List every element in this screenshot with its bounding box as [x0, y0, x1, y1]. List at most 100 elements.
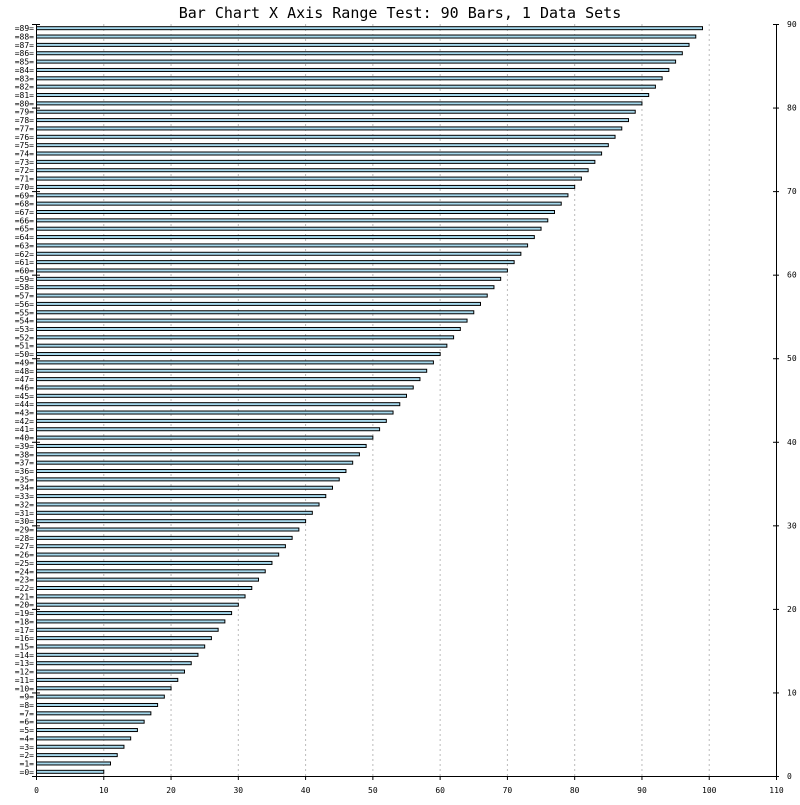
- x-tick-label: 40: [301, 786, 311, 795]
- category-label: =14=: [15, 651, 34, 660]
- category-label: =72=: [15, 166, 34, 175]
- category-label: =17=: [15, 626, 34, 635]
- bar: [36, 744, 125, 749]
- category-label: =44=: [15, 400, 34, 409]
- bar: [36, 602, 239, 607]
- category-label: =67=: [15, 208, 34, 217]
- bar: [36, 627, 219, 632]
- bar: [36, 669, 185, 674]
- category-label: =15=: [15, 642, 34, 651]
- category-label: =37=: [15, 459, 34, 468]
- category-label: =39=: [15, 442, 34, 451]
- bar: [36, 210, 555, 214]
- category-label: =36=: [15, 467, 34, 476]
- category-label: =10=: [15, 684, 34, 693]
- right-tick-label: 60: [787, 271, 797, 280]
- category-label: =27=: [15, 542, 34, 551]
- category-label: =61=: [15, 258, 34, 267]
- category-label: =4=: [20, 734, 35, 743]
- category-label: =69=: [15, 191, 34, 200]
- x-tick-label: 0: [34, 786, 39, 795]
- bar: [36, 126, 623, 131]
- bar: [36, 168, 589, 173]
- bar: [36, 485, 333, 490]
- bar: [36, 552, 280, 557]
- bar: [36, 226, 542, 231]
- bar: [36, 134, 616, 139]
- bar: [36, 235, 535, 240]
- category-label: =49=: [15, 358, 34, 367]
- bar: [36, 76, 663, 81]
- bar: [36, 469, 347, 474]
- bar: [36, 101, 643, 106]
- category-label: =19=: [15, 609, 34, 618]
- category-label: =86=: [15, 49, 34, 58]
- bar: [36, 301, 481, 306]
- bar: [36, 619, 226, 624]
- x-tick-label: 110: [769, 786, 784, 795]
- bar: [36, 268, 508, 273]
- bar: [36, 67, 670, 72]
- right-tick-label: 20: [787, 605, 797, 614]
- bar: [36, 661, 192, 666]
- category-label: =55=: [15, 308, 34, 317]
- right-tick-label: 50: [787, 354, 797, 363]
- category-label: =87=: [15, 41, 34, 50]
- bar: [36, 636, 212, 641]
- bar: [36, 644, 206, 649]
- category-label: =45=: [15, 392, 34, 401]
- category-label: =6=: [20, 718, 35, 727]
- bar: [36, 352, 441, 357]
- category-label: =42=: [15, 417, 34, 426]
- x-tick-label: 20: [166, 786, 176, 795]
- bar: [36, 427, 381, 432]
- category-label: =38=: [15, 450, 34, 459]
- right-tick-label: 30: [787, 521, 797, 530]
- category-label: =21=: [15, 592, 34, 601]
- category-label: =11=: [15, 676, 34, 685]
- bar: [36, 360, 434, 365]
- bar: [36, 151, 603, 156]
- category-label: =12=: [15, 668, 34, 677]
- category-label: =34=: [15, 484, 34, 493]
- bar: [36, 560, 273, 565]
- x-tick-label: 10: [99, 786, 109, 795]
- category-label: =60=: [15, 266, 34, 275]
- bar: [36, 84, 656, 89]
- right-tick-label: 0: [787, 772, 792, 781]
- bar: [36, 544, 286, 549]
- bar: [36, 285, 495, 290]
- category-label: =58=: [15, 283, 34, 292]
- bar: [36, 276, 502, 281]
- category-label: =32=: [15, 500, 34, 509]
- bar: [36, 719, 145, 724]
- category-label: =68=: [15, 200, 34, 209]
- category-label: =1=: [20, 759, 35, 768]
- x-tick-label: 100: [702, 786, 717, 795]
- bar: [36, 694, 165, 699]
- category-label: =73=: [15, 158, 34, 167]
- bar: [36, 293, 488, 298]
- bar: [36, 109, 636, 114]
- category-label: =82=: [15, 83, 34, 92]
- category-label: =89=: [15, 24, 34, 33]
- category-label: =29=: [15, 526, 34, 535]
- category-label: =53=: [15, 325, 34, 334]
- category-label: =63=: [15, 241, 34, 250]
- category-label: =76=: [15, 133, 34, 142]
- bar: [36, 494, 327, 499]
- bar: [36, 753, 118, 758]
- bar: [36, 611, 233, 616]
- x-tick-label: 70: [503, 786, 513, 795]
- bar: [36, 159, 596, 164]
- category-label: =59=: [15, 275, 34, 284]
- bar: [36, 385, 414, 390]
- bar: [36, 335, 455, 340]
- chart-title: Bar Chart X Axis Range Test: 90 Bars, 1 …: [178, 4, 622, 22]
- bar: [36, 243, 529, 248]
- bar: [36, 176, 582, 181]
- category-label: =5=: [20, 726, 35, 735]
- category-label: =7=: [20, 709, 35, 718]
